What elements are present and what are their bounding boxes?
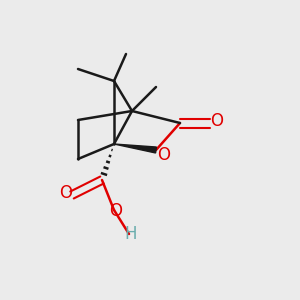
- Text: O: O: [109, 202, 122, 220]
- Text: H: H: [124, 225, 137, 243]
- Polygon shape: [114, 144, 156, 153]
- Text: O: O: [210, 112, 223, 130]
- Text: O: O: [157, 146, 170, 164]
- Text: O: O: [59, 184, 72, 202]
